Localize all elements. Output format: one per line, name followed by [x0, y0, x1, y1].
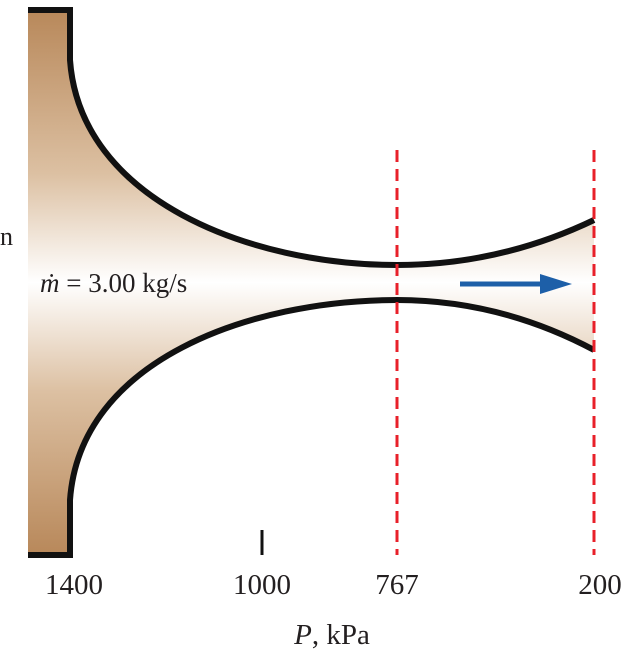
axis-label: P, kPa	[293, 619, 370, 651]
mass-flow-symbol: ṁ	[40, 268, 60, 298]
axis-symbol: P	[293, 619, 312, 651]
flow-arrow-head	[540, 274, 572, 294]
mass-flow-value: = 3.00 kg/s	[66, 268, 187, 298]
nozzle-fill	[28, 10, 594, 555]
tick-label: 767	[375, 569, 419, 601]
mass-flow-label: ṁ = 3.00 kg/s	[40, 268, 187, 298]
tick-label: 200	[578, 569, 622, 601]
axis-unit: , kPa	[312, 619, 370, 651]
tick-label: 1400	[45, 569, 103, 601]
fragment: n	[0, 222, 13, 251]
nozzle-wall-bottom	[28, 296, 596, 558]
tick-label: 1000	[233, 569, 291, 601]
nozzle-wall-top	[28, 7, 596, 269]
